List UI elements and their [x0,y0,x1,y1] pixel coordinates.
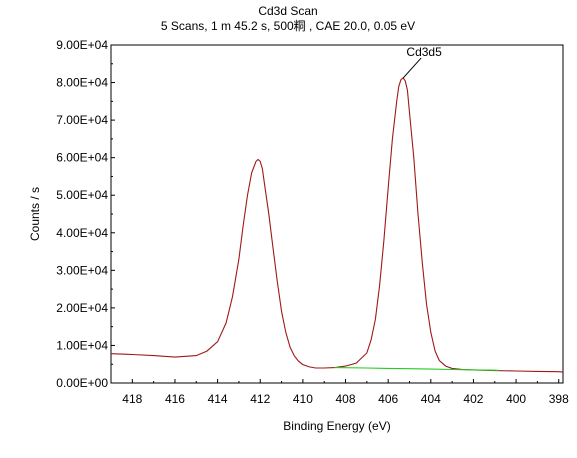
y-tick-label: 4.00E+04 [56,226,108,240]
y-tick-label: 3.00E+04 [56,263,108,277]
x-tick-label: 412 [250,392,270,406]
x-tick-label: 402 [463,392,483,406]
x-tick-label: 406 [378,392,398,406]
y-tick-label: 8.00E+04 [56,76,108,90]
x-tick-label: 400 [506,392,526,406]
x-tick-label: 418 [122,392,142,406]
x-tick-label: 398 [549,392,569,406]
x-axis-label: Binding Energy (eV) [283,419,390,433]
chart-title: Cd3d Scan [258,4,317,18]
annotation-leader [402,57,422,79]
x-tick-label: 408 [336,392,356,406]
y-tick-label: 2.00E+04 [56,301,108,315]
y-tick-label: 5.00E+04 [56,188,108,202]
annotations: Cd3d5 [402,45,442,79]
y-tick-label: 9.00E+04 [56,38,108,52]
x-tick-label: 414 [208,392,228,406]
plot-area [110,44,564,384]
y-tick-label: 1.00E+04 [56,338,108,352]
x-tick-label: 410 [293,392,313,406]
spectrum-line [110,77,564,373]
x-axis: 418 416 414 412 410 408 406 404 402 400 398 [110,379,569,406]
y-tick-label: 7.00E+04 [56,113,108,127]
x-tick-label: 404 [421,392,441,406]
chart-subtitle: 5 Scans, 1 m 45.2 s, 500粡 , CAE 20.0, 0.… [161,19,415,33]
series-group [110,77,564,373]
y-axis-label: Counts / s [28,187,42,241]
y-tick-label: 0.00E+00 [56,376,108,390]
annotation-label: Cd3d5 [406,45,442,59]
x-tick-label: 416 [165,392,185,406]
background-line [334,367,500,371]
y-axis: 0.00E+00 1.00E+04 2.00E+04 3.00E+04 4.00E+04… [56,38,115,390]
y-tick-label: 6.00E+04 [56,151,108,165]
